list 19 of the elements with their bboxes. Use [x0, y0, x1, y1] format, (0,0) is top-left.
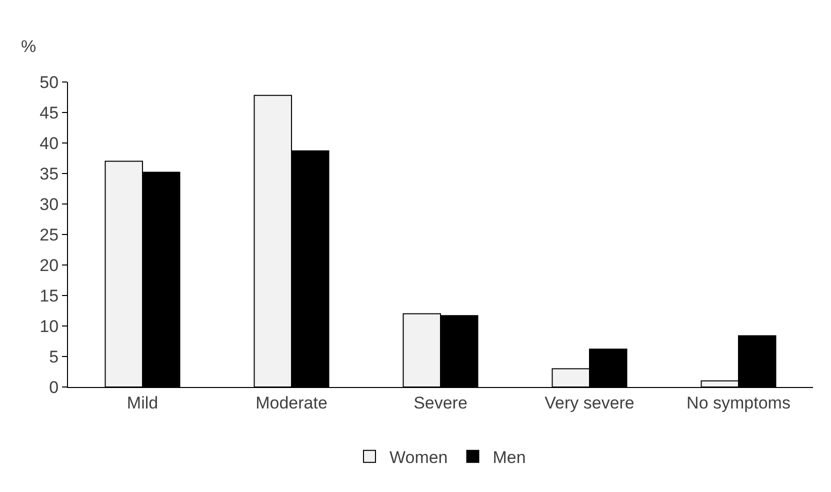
y-tick-label: 40	[40, 134, 59, 153]
x-tick-label: Mild	[126, 393, 158, 412]
x-tick-label: Moderate	[256, 393, 328, 412]
y-tick-label: 15	[40, 286, 59, 306]
y-tick-label: 35	[40, 164, 59, 184]
legend-label: Men	[492, 448, 526, 468]
y-tick-label: 30	[40, 194, 59, 214]
y-tick-label: 50	[40, 72, 59, 92]
x-tick-label: Very severe	[544, 393, 634, 412]
y-tick-label: 20	[40, 256, 59, 275]
legend-label: Women	[390, 448, 448, 468]
y-tick-label: 10	[40, 316, 59, 336]
y-tick-label: 5	[49, 347, 59, 366]
y-tick-label: 45	[40, 103, 59, 122]
y-tick-label: 25	[40, 225, 59, 244]
x-tick-label: No symptoms	[686, 393, 790, 412]
y-axis-title: %	[21, 37, 36, 56]
x-tick-label: Severe	[414, 393, 468, 412]
y-tick-label: 0	[49, 378, 59, 397]
